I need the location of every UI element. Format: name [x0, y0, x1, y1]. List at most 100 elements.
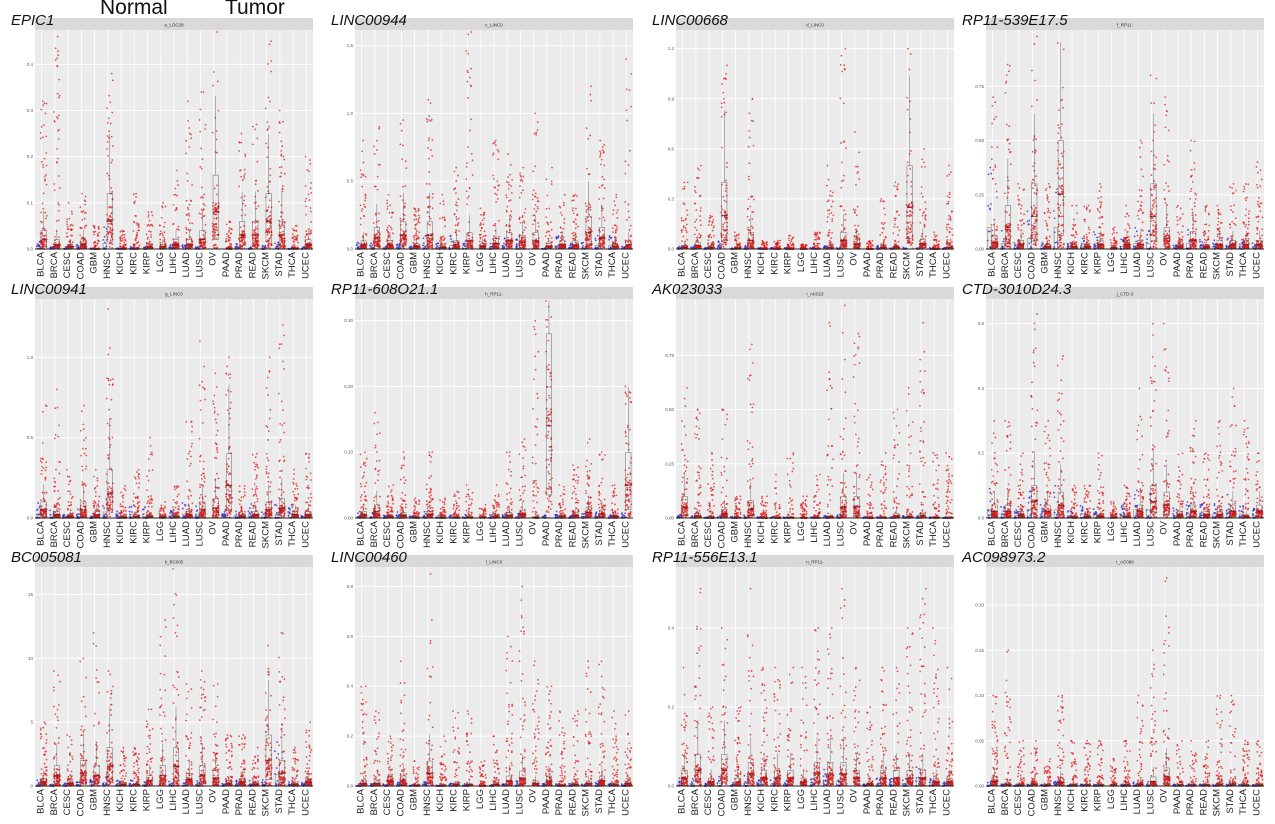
tumor-point	[533, 208, 536, 210]
y-tick-label: 1.5	[347, 43, 354, 48]
tumor-point	[57, 202, 60, 204]
y-tick-label: 0.3	[668, 196, 675, 201]
tumor-point	[519, 185, 521, 188]
normal-point	[596, 246, 599, 249]
tumor-point	[268, 215, 271, 217]
x-tick-label: KIRC	[128, 252, 139, 275]
tumor-point	[372, 222, 375, 224]
tumor-point	[681, 240, 684, 243]
tumor-point	[612, 209, 615, 212]
tumor-point	[305, 213, 308, 216]
x-tick-label: CESC	[382, 252, 393, 279]
tumor-point	[265, 229, 268, 232]
x-tick-label: COAD	[395, 252, 406, 280]
tumor-point	[614, 224, 617, 227]
tumor-point	[694, 220, 697, 223]
tumor-point	[267, 96, 270, 99]
normal-point	[580, 242, 583, 244]
tumor-point	[278, 246, 281, 249]
normal-point	[422, 242, 425, 244]
tumor-point	[185, 152, 188, 155]
tumor-point	[310, 229, 313, 232]
tumor-point	[417, 220, 420, 223]
tumor-point	[304, 200, 307, 203]
tumor-point	[119, 236, 122, 239]
tumor-point	[457, 217, 460, 220]
tumor-point	[546, 194, 549, 197]
tumor-point	[519, 172, 522, 175]
tumor-point	[629, 235, 632, 238]
tumor-point	[416, 230, 418, 233]
tumor-box	[572, 240, 579, 249]
tumor-point	[510, 185, 512, 187]
tumor-point	[469, 84, 472, 87]
tumor-point	[523, 211, 526, 214]
tumor-point	[416, 246, 419, 249]
tumor-point	[713, 234, 715, 237]
tumor-point	[430, 149, 432, 151]
tumor-point	[601, 149, 604, 152]
tumor-point	[109, 232, 112, 234]
tumor-point	[699, 207, 702, 209]
tumor-point	[586, 167, 588, 170]
tumor-point	[466, 69, 469, 72]
normal-point	[183, 244, 186, 247]
tumor-point	[268, 43, 271, 46]
tumor-point	[563, 222, 566, 224]
tumor-point	[265, 142, 268, 145]
tumor-point	[306, 232, 309, 235]
tumor-point	[523, 222, 526, 224]
tumor-point	[563, 193, 566, 196]
tumor-point	[571, 199, 574, 202]
tumor-point	[686, 238, 689, 241]
tumor-point	[533, 219, 536, 222]
tumor-point	[243, 177, 245, 180]
tumor-point	[278, 131, 281, 134]
tumor-point	[279, 175, 281, 178]
tumor-point	[268, 230, 271, 233]
tumor-point	[431, 155, 434, 157]
tumor-point	[110, 135, 113, 138]
tumor-point	[136, 233, 139, 236]
tumor-point	[41, 234, 44, 237]
tumor-point	[537, 221, 539, 224]
y-tick-label: 1.2	[668, 46, 675, 51]
normal-point	[356, 241, 359, 244]
tumor-point	[726, 64, 729, 67]
tumor-point	[546, 222, 549, 224]
tumor-point	[57, 157, 59, 160]
tumor-point	[133, 245, 136, 248]
tumor-box	[612, 243, 619, 249]
tumor-point	[431, 207, 434, 210]
tumor-point	[254, 221, 257, 224]
tumor-point	[492, 154, 494, 156]
tumor-point	[254, 240, 257, 243]
normal-point	[462, 243, 465, 246]
tumor-point	[497, 150, 500, 153]
tumor-point	[305, 205, 307, 208]
normal-point	[594, 239, 597, 242]
tumor-point	[428, 195, 430, 198]
tumor-point	[628, 229, 631, 231]
tumor-point	[722, 223, 724, 226]
tumor-point	[439, 217, 441, 220]
tumor-point	[135, 222, 138, 224]
tumor-point	[244, 153, 247, 156]
x-tick-label: LGG	[155, 252, 166, 272]
x-tick-label: OV	[528, 251, 539, 265]
tumor-point	[57, 50, 59, 52]
tumor-point	[532, 214, 535, 217]
tumor-point	[505, 180, 508, 183]
tumor-point	[508, 183, 510, 186]
x-tick-label: THCA	[287, 251, 298, 278]
tumor-point	[133, 243, 136, 246]
tumor-point	[185, 226, 188, 229]
tumor-point	[82, 240, 85, 243]
tumor-point	[217, 109, 220, 112]
tumor-point	[682, 225, 685, 228]
tumor-point	[496, 149, 499, 151]
tumor-point	[67, 228, 70, 231]
tumor-point	[698, 177, 700, 179]
tumor-point	[693, 233, 696, 236]
